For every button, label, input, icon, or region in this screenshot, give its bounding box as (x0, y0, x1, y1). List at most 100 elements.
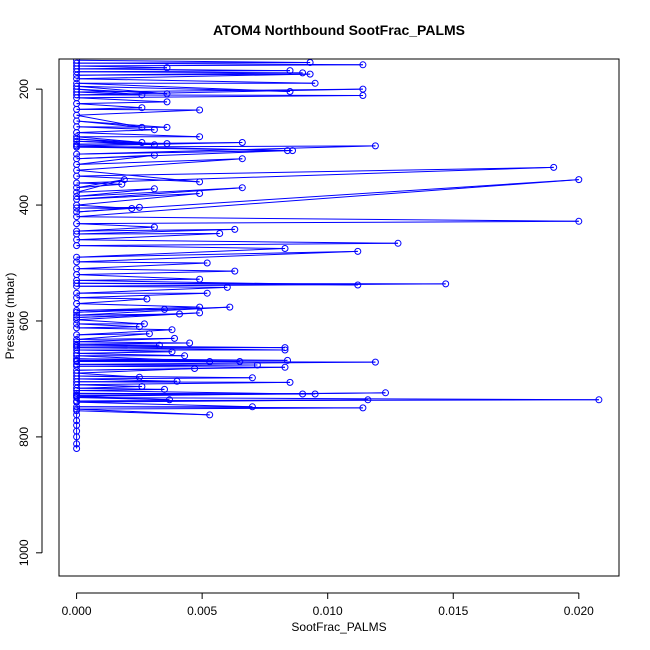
series-line-segment (76, 319, 145, 325)
series-line-segment (76, 326, 140, 329)
data-point (231, 225, 239, 233)
series-line-segment (76, 274, 200, 280)
data-point (73, 75, 81, 83)
y-tick-label: 600 (17, 311, 31, 331)
series-line-segment (76, 226, 155, 232)
data-point (196, 303, 204, 311)
data-point (163, 64, 171, 72)
series-line-segment (76, 268, 235, 272)
series-line-segment (76, 216, 579, 222)
data-point (73, 338, 81, 346)
data-point (73, 340, 81, 348)
data-point (550, 163, 558, 171)
series-line-segment (76, 306, 200, 311)
data-point (281, 245, 289, 252)
data-point (73, 140, 81, 148)
data-point (359, 61, 367, 69)
data-point (73, 440, 81, 448)
data-point (196, 275, 204, 283)
data-point (173, 377, 181, 385)
data-point (595, 396, 603, 404)
data-point (73, 195, 81, 203)
series-line-segment (76, 333, 150, 340)
series-line-segment (76, 188, 155, 197)
data-point (73, 150, 81, 158)
data-point (203, 259, 211, 267)
y-tick-label: 1000 (17, 539, 31, 566)
series-line-segment (76, 292, 208, 299)
data-point (73, 279, 81, 287)
data-point (161, 385, 168, 393)
series-line-segment (76, 204, 132, 209)
data-point (135, 323, 143, 331)
series-line-segment (76, 166, 554, 177)
data-point (168, 348, 176, 356)
data-point (118, 180, 126, 188)
series-line-segment (76, 107, 142, 110)
data-point (286, 378, 294, 386)
data-point (73, 192, 81, 200)
series-line-segment (76, 399, 599, 402)
series-line-segment (76, 150, 288, 160)
series-line-segment (76, 154, 155, 165)
series-line-segment (76, 169, 200, 183)
series-line-segment (76, 72, 303, 76)
series-line-segment (76, 408, 210, 416)
data-point (248, 374, 256, 382)
series-line-segment (76, 387, 165, 390)
series-line-segment (76, 109, 200, 116)
chart-title: ATOM4 Northbound SootFrac_PALMS (213, 22, 465, 38)
series-line-segment (76, 270, 235, 276)
series-line-segment (76, 136, 142, 143)
data-point (73, 208, 81, 216)
series-line-segment (76, 262, 208, 270)
series-line-segment (76, 378, 178, 382)
series-line-segment (76, 188, 155, 193)
series-line-segment (76, 179, 579, 218)
data-point (73, 59, 81, 67)
series-line-segment (76, 97, 168, 103)
data-point (73, 294, 81, 302)
data-point (145, 330, 153, 338)
y-tick-label: 800 (17, 427, 31, 447)
series-line-segment (76, 73, 311, 80)
data-point (150, 126, 158, 134)
data-point (150, 141, 158, 149)
data-point (73, 314, 81, 321)
data-point (73, 230, 81, 238)
data-point (226, 303, 234, 311)
data-point (150, 185, 158, 193)
data-point (150, 151, 158, 159)
series-line-segment (76, 397, 599, 401)
data-point (306, 70, 314, 78)
data-point (73, 369, 81, 377)
data-point (196, 190, 204, 197)
series-line-segment (76, 82, 291, 92)
series-line-segment (76, 303, 200, 308)
series-line-segment (76, 145, 293, 152)
x-tick-label: 0.010 (313, 604, 343, 618)
data-point (284, 147, 291, 155)
data-point (281, 344, 289, 352)
series-line-segment (76, 279, 358, 286)
data-point (73, 289, 81, 297)
data-point (284, 356, 291, 364)
plot-area (73, 59, 603, 452)
data-point (238, 184, 246, 192)
series-line-segment (76, 352, 185, 357)
data-point (138, 104, 146, 112)
series-line-segment (76, 187, 243, 197)
series-line-segment (76, 233, 220, 235)
series-line-segment (76, 250, 358, 258)
data-point (150, 223, 158, 231)
data-point (73, 316, 81, 324)
data-point (371, 358, 379, 366)
series-line-segment (76, 85, 168, 95)
data-point (73, 405, 81, 413)
series-line-segment (76, 132, 200, 138)
series-line-segment (76, 327, 173, 331)
data-point (163, 90, 171, 98)
data-point (382, 389, 389, 397)
data-point (73, 220, 81, 228)
